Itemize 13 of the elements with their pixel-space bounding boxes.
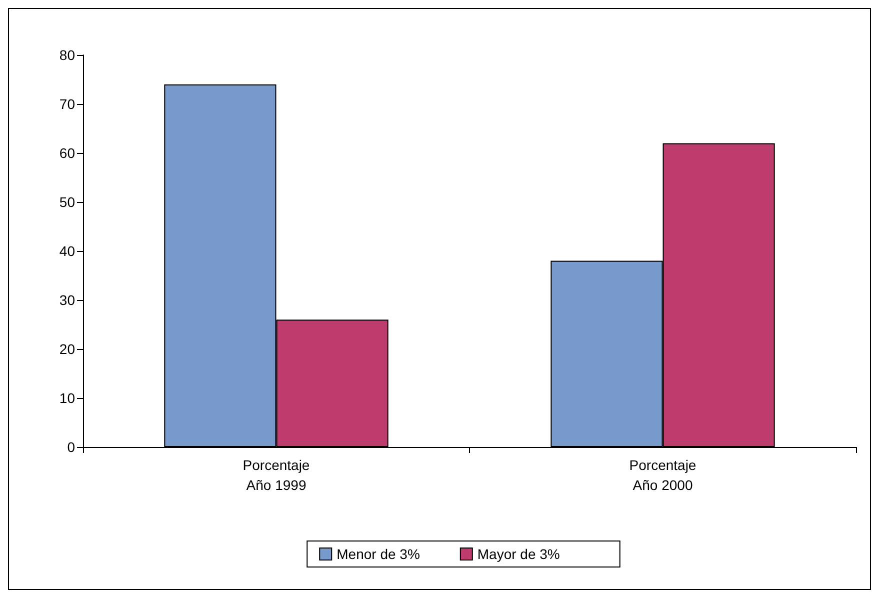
y-tick-label: 40 xyxy=(59,243,76,259)
legend-label: Mayor de 3% xyxy=(477,546,560,562)
y-tick-label: 20 xyxy=(59,341,76,357)
y-tick-label: 0 xyxy=(67,439,76,455)
x-tick-label: Porcentaje Año 2000 xyxy=(629,457,696,493)
y-tick-label: 10 xyxy=(59,390,76,406)
y-tick-label: 70 xyxy=(59,96,76,112)
y-tick-label: 80 xyxy=(59,47,76,63)
y-tick-label: 30 xyxy=(59,292,76,308)
y-tick-label: 50 xyxy=(59,194,76,210)
y-tick-label: 60 xyxy=(59,145,76,161)
x-tick-label: Porcentaje Año 1999 xyxy=(242,457,310,493)
legend-label: Menor de 3% xyxy=(336,546,420,562)
